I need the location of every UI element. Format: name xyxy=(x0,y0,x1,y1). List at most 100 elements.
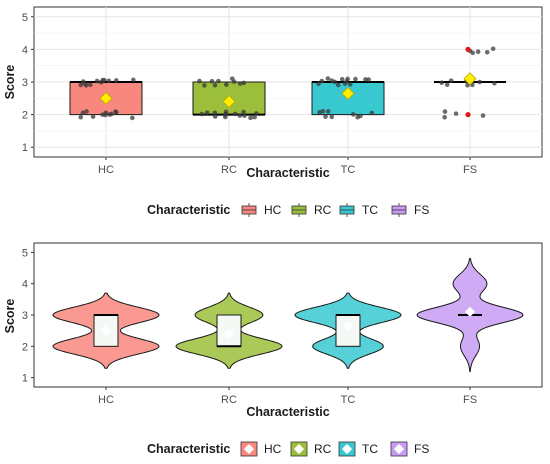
y-axis-1: 1 2 3 4 5 xyxy=(22,12,34,154)
inner-box xyxy=(216,314,242,347)
data-point xyxy=(248,115,253,121)
data-point xyxy=(237,113,243,118)
x-axis-1: HC RC TC FS xyxy=(98,157,477,176)
violin-tc xyxy=(294,292,402,369)
data-point xyxy=(216,78,221,84)
x-tick-label-tc: TC xyxy=(341,394,356,406)
legend-label-fs: FS xyxy=(414,442,429,456)
data-point xyxy=(94,78,100,84)
legend-label-hc: HC xyxy=(264,442,282,456)
mean-diamond xyxy=(100,325,112,336)
data-point xyxy=(363,77,368,82)
y-tick-label: 5 xyxy=(22,12,28,24)
data-point xyxy=(199,111,205,117)
data-point xyxy=(320,108,326,114)
data-point xyxy=(241,109,246,115)
x-tick-label-hc: HC xyxy=(98,394,114,406)
x-axis-2: HC RC TC FS xyxy=(98,387,477,406)
legend-label-tc: TC xyxy=(362,203,378,217)
legend-key-tc xyxy=(337,202,357,219)
data-point xyxy=(254,111,259,116)
data-point xyxy=(204,110,210,115)
data-point xyxy=(439,80,445,86)
data-point xyxy=(342,81,348,86)
violin-panel: 1 2 3 4 5 HC RC TC FS Characteristic Score Char… xyxy=(3,242,543,458)
data-point xyxy=(475,49,481,54)
x-tick-label-hc: HC xyxy=(98,164,114,176)
legend-key-fs xyxy=(389,441,409,458)
x-axis-title-2: Characteristic xyxy=(246,405,329,419)
x-tick-label-rc: RC xyxy=(221,394,237,406)
data-point xyxy=(78,114,84,120)
data-point xyxy=(107,112,112,117)
mean-diamond-fs xyxy=(463,72,477,86)
legend-mean-diamond xyxy=(243,443,255,455)
legend-mean-diamond xyxy=(393,443,405,455)
data-point xyxy=(114,78,119,83)
data-point xyxy=(78,82,84,88)
data-point xyxy=(212,114,218,119)
data-point xyxy=(347,82,353,87)
y-axis-title-1: Score xyxy=(3,65,17,100)
violin-marks xyxy=(52,258,524,372)
mean-diamond xyxy=(342,320,354,332)
legend-mean-diamond xyxy=(293,443,305,455)
data-point xyxy=(212,82,218,88)
mean-diamond xyxy=(223,328,235,339)
data-point xyxy=(329,78,335,83)
data-point xyxy=(484,49,490,55)
data-point xyxy=(202,83,207,88)
data-point xyxy=(480,113,486,118)
data-point xyxy=(444,82,450,88)
legend-key-rc xyxy=(289,202,309,219)
data-point xyxy=(317,109,322,115)
mean-diamond-tc xyxy=(341,86,355,100)
x-axis-title-1: Characteristic xyxy=(246,166,329,180)
data-point xyxy=(241,80,247,86)
data-point xyxy=(339,76,345,82)
data-point xyxy=(209,78,215,84)
data-point xyxy=(470,50,476,56)
mean-diamond xyxy=(464,306,476,317)
data-point xyxy=(442,114,447,120)
data-point xyxy=(101,77,107,83)
legend-mean-diamond xyxy=(341,443,353,455)
mean-diamond-hc xyxy=(99,91,113,105)
data-point xyxy=(325,109,331,114)
boxplot-marks xyxy=(69,46,506,121)
data-point xyxy=(197,78,202,84)
x-tick-label-fs: FS xyxy=(463,164,477,176)
data-point xyxy=(492,80,497,86)
data-point xyxy=(90,114,96,119)
legend-title: Characteristic xyxy=(147,442,230,456)
data-point xyxy=(442,109,448,114)
x-tick-label-fs: FS xyxy=(463,394,477,406)
data-point xyxy=(335,82,341,88)
data-point xyxy=(465,82,470,88)
violin-fs xyxy=(416,258,524,372)
y-tick-label: 5 xyxy=(22,247,28,259)
legend-label-tc: TC xyxy=(362,442,378,456)
legend-label-fs: FS xyxy=(414,203,429,217)
legend-key-hc xyxy=(239,441,259,458)
violin-rc xyxy=(175,292,283,369)
data-point xyxy=(237,81,243,86)
data-point xyxy=(212,110,218,116)
data-point xyxy=(323,114,328,119)
legend-2: Characteristic HC RC TC FS xyxy=(147,441,429,458)
y-tick-label: 4 xyxy=(22,279,28,291)
data-point xyxy=(490,46,496,52)
x-tick-label-rc: RC xyxy=(221,164,237,176)
data-point xyxy=(131,77,136,83)
legend-title: Characteristic xyxy=(147,203,230,217)
data-point xyxy=(477,79,483,85)
data-point xyxy=(369,110,375,116)
outlier-point xyxy=(465,46,471,52)
data-point xyxy=(448,78,454,83)
y-tick-label: 3 xyxy=(22,77,28,89)
data-point xyxy=(355,114,360,120)
mean-diamond-rc xyxy=(222,94,236,109)
data-point xyxy=(114,109,119,115)
data-point xyxy=(223,111,229,117)
